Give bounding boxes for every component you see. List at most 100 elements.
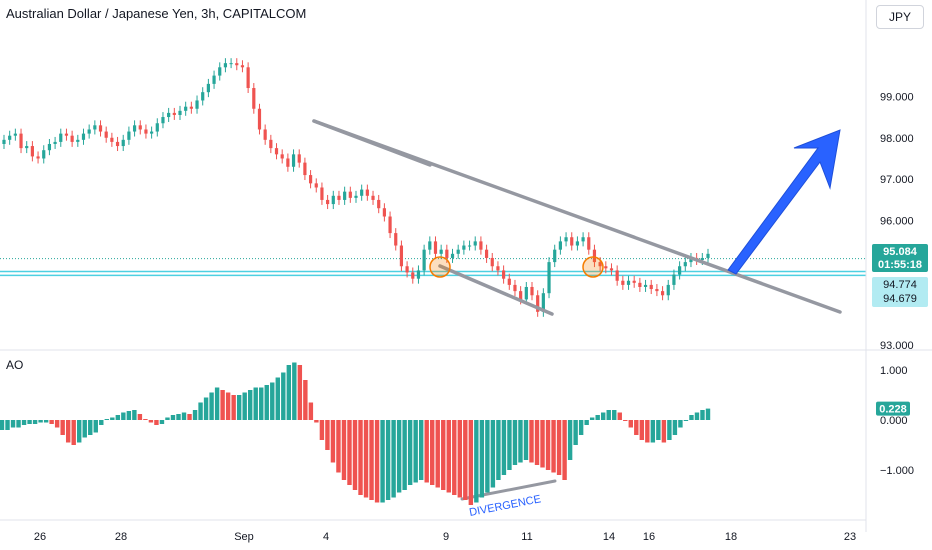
candle-body [598,262,602,267]
candle-body [178,110,182,115]
ao-bar [639,420,645,440]
candle-body [303,162,307,176]
ao-bar [93,420,98,433]
candle-body [337,195,341,200]
ao-bar [650,420,656,443]
ao-bar [0,420,5,430]
ao-bar [413,420,418,483]
y-tick-label: 97.000 [880,174,914,186]
ao-bar [529,420,534,463]
candle-body [473,241,477,246]
candle-body [575,241,580,246]
ao-bar [115,415,121,420]
candle-body [13,133,17,136]
candle-body [308,175,313,184]
ao-bar [209,392,214,420]
x-tick-label: 11 [521,531,532,543]
ao-bar [705,408,711,420]
ao-bar [573,420,578,445]
candle-body [479,241,483,250]
ao-y-tick-label: 0.000 [880,415,908,427]
ao-bar [82,420,87,438]
ao-y-tick-label: −1.000 [880,465,914,477]
candle-body [121,139,125,147]
ao-bar [336,420,341,473]
ao-bar [281,372,286,420]
candle-body [490,257,494,267]
ao-bar [507,420,512,470]
ao-bar [600,412,606,420]
ao-bar [435,420,440,488]
ao-bar [170,415,176,420]
candle-body [263,129,267,140]
ao-bar [275,377,280,420]
candle-body [547,262,551,294]
x-tick-label: 4 [323,531,329,543]
ao-bar [137,414,143,420]
candle-body [320,187,324,200]
candle-body [167,112,171,118]
candle-body [456,249,460,254]
candle-body [570,237,574,246]
countdown-label: 01:55:18 [878,259,922,271]
candle-body [240,65,245,68]
ao-bar [60,420,65,435]
candle-body [138,125,142,130]
ao-bar [181,412,187,420]
ao-bar [468,420,474,505]
candle-body [360,189,364,196]
candle-body [609,268,614,271]
ao-y-tick-label: 1.000 [880,365,908,377]
candle-body [235,63,239,66]
ao-bar [154,420,159,425]
ao-bar [556,420,562,475]
candle-body [47,143,52,151]
ao-bar [512,420,518,465]
ao-bar [126,411,132,420]
ao-bar [407,420,413,485]
candle-body [144,129,148,134]
candle-body [519,291,523,300]
chart-title: Australian Dollar / Japanese Yen, 3h, CA… [6,6,307,21]
candle-body [388,216,392,234]
candle-body [638,282,642,287]
ao-bar [77,420,82,443]
candle-body [354,195,358,198]
x-tick-label: 14 [603,531,615,543]
ao-bar [292,362,297,420]
currency-button[interactable]: JPY [876,5,924,29]
ao-bar [54,420,60,428]
candle-body [104,131,108,138]
price-tag-bg [872,244,928,272]
candle-body [274,148,279,155]
ao-bar [43,420,49,423]
ao-bar [358,420,363,495]
ao-bar [264,385,269,420]
ao-bar [700,410,705,420]
candle-body [25,146,29,149]
ao-bar [623,420,628,421]
candle-body [672,274,676,285]
lower-trendline [438,264,554,316]
candle-body [428,241,432,250]
candle-body [201,92,205,101]
ao-bar [457,420,463,498]
candle-body [98,125,103,132]
ao-bar [661,420,667,443]
candle-body [587,237,591,250]
ao-bar [441,420,446,490]
ao-bar [187,414,192,420]
candle-body [326,199,330,205]
candle-body [643,284,648,287]
price-tag-bg [872,291,928,307]
ao-bar [231,395,236,420]
ao-bar [159,420,165,424]
candle-body [8,135,12,140]
ao-bar [545,420,551,470]
ao-bar [589,417,595,420]
ao-bar [418,420,424,480]
candle-body [405,266,409,273]
ao-bar [303,380,308,420]
ao-bar [562,420,567,480]
